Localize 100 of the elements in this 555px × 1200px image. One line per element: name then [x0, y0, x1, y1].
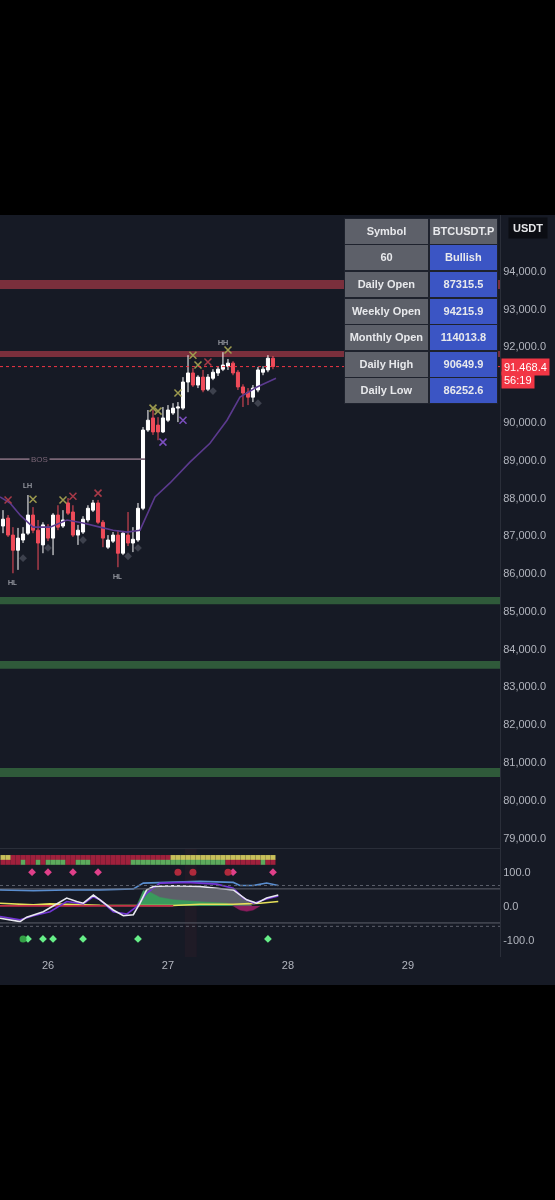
point [115, 859, 121, 865]
point [235, 859, 241, 865]
point [189, 868, 197, 876]
point [10, 859, 16, 865]
point [195, 855, 201, 861]
y-tick-label: 83,000.0 [503, 680, 547, 693]
point [240, 859, 246, 865]
point [68, 491, 78, 501]
y-axis-title: USDT [513, 222, 544, 234]
y-tick-label: 88,000.0 [503, 491, 547, 504]
point [148, 403, 158, 413]
point [115, 855, 121, 861]
point [240, 855, 246, 861]
point [205, 855, 211, 861]
point [270, 859, 276, 865]
point [45, 859, 51, 865]
point [5, 855, 11, 861]
annotation: Daily Open [357, 278, 416, 291]
point [255, 855, 261, 861]
point [220, 855, 226, 861]
x-tick-label: 28 [281, 959, 295, 971]
point [90, 855, 96, 861]
point [165, 859, 171, 865]
point [265, 855, 271, 861]
point [190, 859, 196, 865]
y-tick-label: 82,000.0 [503, 718, 547, 731]
point [30, 855, 36, 861]
y-tick-label: 89,000.0 [503, 453, 547, 466]
x-tick-label: 27 [161, 959, 175, 971]
annotation: Symbol [366, 225, 407, 238]
point [135, 855, 141, 861]
point [165, 855, 171, 861]
point [45, 855, 51, 861]
point [58, 495, 68, 505]
point [40, 855, 46, 861]
annotation: Weekly Open [351, 305, 422, 318]
annotation: 94215.9 [443, 305, 484, 318]
candlestick [126, 511, 131, 547]
point [160, 855, 166, 861]
ref-line-label: 91,468.4 [504, 361, 547, 373]
point [203, 357, 213, 367]
point [28, 868, 36, 877]
candlestick [105, 534, 111, 550]
point [190, 855, 196, 861]
point [90, 859, 96, 865]
point [94, 868, 102, 877]
y-tick-label: 92,000.0 [503, 340, 547, 353]
y-tick-label: 0.0 [503, 899, 519, 912]
point [30, 859, 36, 865]
point [25, 859, 31, 865]
point [3, 495, 13, 505]
point [160, 859, 166, 865]
annotation: 87315.5 [443, 278, 484, 291]
y-tick-label: 80,000.0 [503, 793, 547, 806]
y-tick-label: 87,000.0 [503, 529, 547, 542]
y-tick-label: 100.0 [503, 865, 531, 878]
point [210, 859, 216, 865]
series-label: BOS [31, 455, 48, 464]
candlestick [51, 512, 56, 556]
point [25, 855, 31, 861]
candlestick [265, 354, 270, 373]
point [205, 859, 211, 865]
point [254, 399, 262, 408]
point [105, 855, 111, 861]
candlestick [15, 527, 21, 571]
point [224, 868, 232, 876]
point [145, 855, 151, 861]
point [174, 868, 182, 876]
point [220, 859, 226, 865]
annotation: Monthly Open [349, 331, 424, 344]
point [70, 859, 76, 865]
line-series [0, 377, 277, 533]
point [178, 415, 188, 425]
point [105, 859, 111, 865]
point [153, 406, 163, 416]
annotation: 86252.6 [443, 384, 484, 397]
point [60, 859, 66, 865]
annotation: Daily High [359, 358, 414, 371]
annotation: 60 [380, 251, 393, 264]
point [70, 855, 76, 861]
y-tick-label: 85,000.0 [503, 604, 547, 617]
point [175, 855, 181, 861]
point [145, 859, 151, 865]
point [85, 859, 91, 865]
point [180, 855, 186, 861]
point [55, 859, 61, 865]
candlestick [190, 367, 195, 388]
point [0, 855, 6, 861]
candlestick [40, 521, 45, 554]
point [55, 855, 61, 861]
point [124, 552, 132, 561]
point [175, 859, 181, 865]
candlestick [45, 523, 51, 542]
candlestick [0, 509, 6, 534]
point [235, 855, 241, 861]
point [265, 859, 271, 865]
point [120, 859, 126, 865]
y-tick-label: 94,000.0 [503, 264, 547, 277]
point [150, 859, 156, 865]
point [255, 859, 261, 865]
